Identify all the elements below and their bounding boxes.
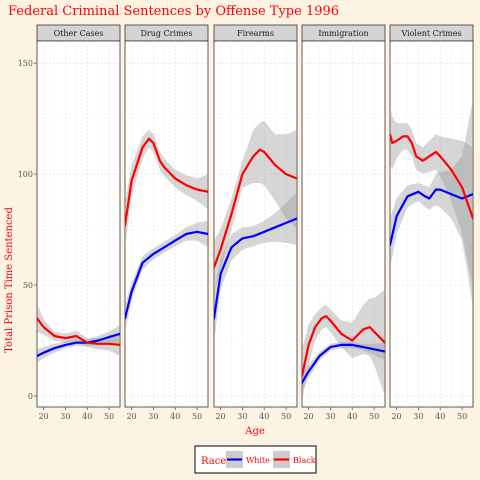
y-tick-label: 150: [18, 59, 33, 68]
panel-data: [390, 98, 473, 308]
x-tick-label: 40: [435, 412, 445, 421]
facet-panel: Firearms 20 30 40 50: [213, 24, 298, 421]
legend: Race White Black: [194, 445, 317, 474]
series-line-black: [390, 133, 473, 220]
legend-box: [194, 445, 317, 474]
x-tick-label: 50: [369, 412, 379, 421]
x-tick-label: 50: [281, 412, 291, 421]
series-line-white: [390, 188, 473, 247]
y-axis-label: Total Prison Time Sentenced: [4, 207, 15, 353]
panel-background: [389, 40, 474, 408]
x-tick-label: 30: [325, 412, 335, 421]
x-tick-label: 30: [60, 412, 70, 421]
confidence-ribbon-black: [37, 302, 120, 356]
x-tick-label: 20: [215, 412, 225, 421]
x-tick-label: 40: [170, 412, 180, 421]
series-line-white: [37, 332, 120, 358]
x-axis-label: Age: [244, 426, 265, 437]
y-tick-label: 100: [18, 170, 33, 179]
confidence-ribbon-white: [214, 191, 297, 343]
series-line-white: [302, 343, 385, 384]
series-line-black: [37, 317, 120, 346]
series-line-white: [125, 230, 208, 320]
facet-strip-label: Other Cases: [54, 29, 104, 38]
y-tick-label: 0: [28, 392, 33, 401]
x-tick-label: 20: [303, 412, 313, 421]
confidence-ribbon-black: [125, 129, 208, 248]
facet-strip-label: Immigration: [318, 29, 368, 38]
facet-panel: Immigration 20 30 40 50: [301, 24, 386, 421]
x-tick-label: 30: [148, 412, 158, 421]
facet-panel: Violent Crimes 20 30 40 50: [389, 24, 474, 421]
x-tick-label: 50: [104, 412, 114, 421]
legend-label-black: Black: [293, 456, 316, 465]
x-tick-label: 40: [82, 412, 92, 421]
chart-title: Federal Criminal Sentences by Offense Ty…: [8, 4, 339, 19]
panel-background: [36, 40, 121, 408]
facet-strip-label: Drug Crimes: [141, 29, 193, 38]
x-tick-label: 40: [347, 412, 357, 421]
x-tick-label: 50: [192, 412, 202, 421]
x-tick-label: 20: [391, 412, 401, 421]
legend-title: Race: [201, 456, 226, 467]
panel-data: [125, 129, 208, 332]
confidence-ribbon-black: [390, 105, 473, 290]
y-tick-label: 50: [23, 281, 33, 290]
x-tick-label: 30: [237, 412, 247, 421]
panel-data: [37, 302, 120, 363]
facet-panels: 0 50 100 150 Other Cases 20 30 40 50 Drug Crimes 2…: [18, 24, 474, 421]
series-line-black: [214, 148, 297, 269]
x-tick-label: 50: [457, 412, 467, 421]
facet-strip-label: Violent Crimes: [400, 29, 461, 38]
x-tick-label: 20: [38, 412, 48, 421]
panel-background: [124, 40, 209, 408]
confidence-ribbon-black: [214, 120, 297, 294]
panel-data: [302, 289, 385, 403]
x-tick-label: 30: [413, 412, 423, 421]
legend-label-white: White: [246, 456, 270, 465]
panel-data: [214, 120, 297, 343]
x-tick-label: 40: [259, 412, 269, 421]
facet-panel: Other Cases 20 30 40 50: [36, 24, 121, 421]
series-line-white: [214, 217, 297, 320]
facet-panel: Drug Crimes 20 30 40 50: [124, 24, 209, 421]
series-line-black: [125, 137, 208, 227]
facet-strip-label: Firearms: [237, 29, 274, 38]
series-line-black: [302, 315, 385, 377]
x-tick-label: 20: [126, 412, 136, 421]
confidence-ribbon-white: [390, 98, 473, 308]
